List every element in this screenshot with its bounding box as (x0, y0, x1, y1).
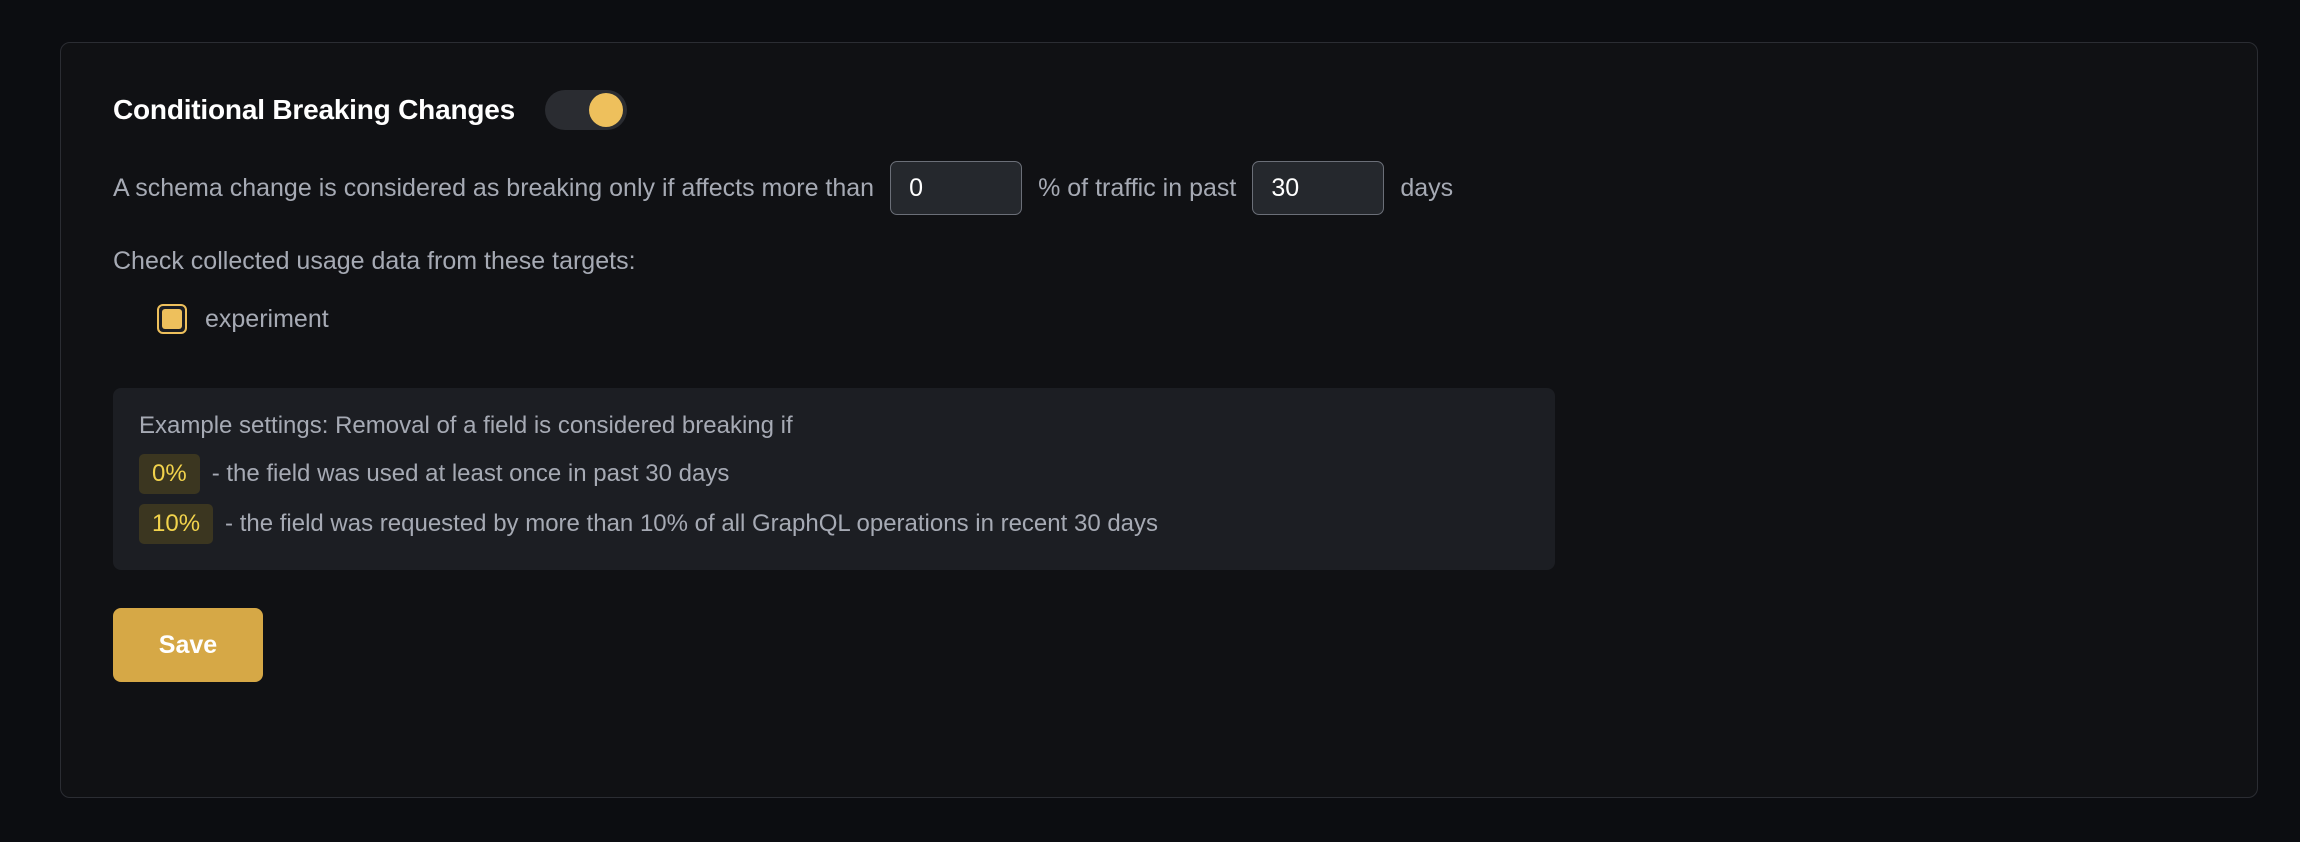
example-line: 0% - the field was used at least once in… (139, 454, 1529, 494)
targets-label: Check collected usage data from these ta… (113, 247, 636, 275)
threshold-sentence-row: A schema change is considered as breakin… (113, 161, 2209, 215)
checkbox-experiment[interactable] (157, 304, 187, 334)
card-header: Conditional Breaking Changes (113, 89, 2209, 131)
conditional-breaking-changes-toggle[interactable] (545, 90, 627, 130)
checkbox-check-icon (162, 309, 182, 329)
threshold-lead-text: A schema change is considered as breakin… (113, 173, 875, 202)
target-label: experiment (205, 304, 329, 333)
example-badge: 10% (139, 504, 214, 544)
example-line: 10% - the field was requested by more th… (139, 504, 1529, 544)
threshold-trail-text: days (1400, 173, 1454, 202)
save-button[interactable]: Save (113, 608, 263, 682)
days-input[interactable] (1252, 161, 1385, 215)
example-heading: Example settings: Removal of a field is … (139, 412, 793, 439)
example-line-text: - the field was used at least once in pa… (211, 460, 730, 487)
example-line-text: - the field was requested by more than 1… (225, 510, 1159, 537)
toggle-knob (589, 93, 623, 127)
target-row[interactable]: experiment (113, 304, 2209, 334)
threshold-middle-text: % of traffic in past (1038, 173, 1237, 202)
example-badge: 0% (139, 454, 200, 494)
example-settings-box: Example settings: Removal of a field is … (113, 388, 1555, 570)
percent-input[interactable] (890, 161, 1023, 215)
conditional-breaking-changes-card: Conditional Breaking Changes A schema ch… (60, 42, 2258, 798)
page-title: Conditional Breaking Changes (113, 94, 515, 125)
